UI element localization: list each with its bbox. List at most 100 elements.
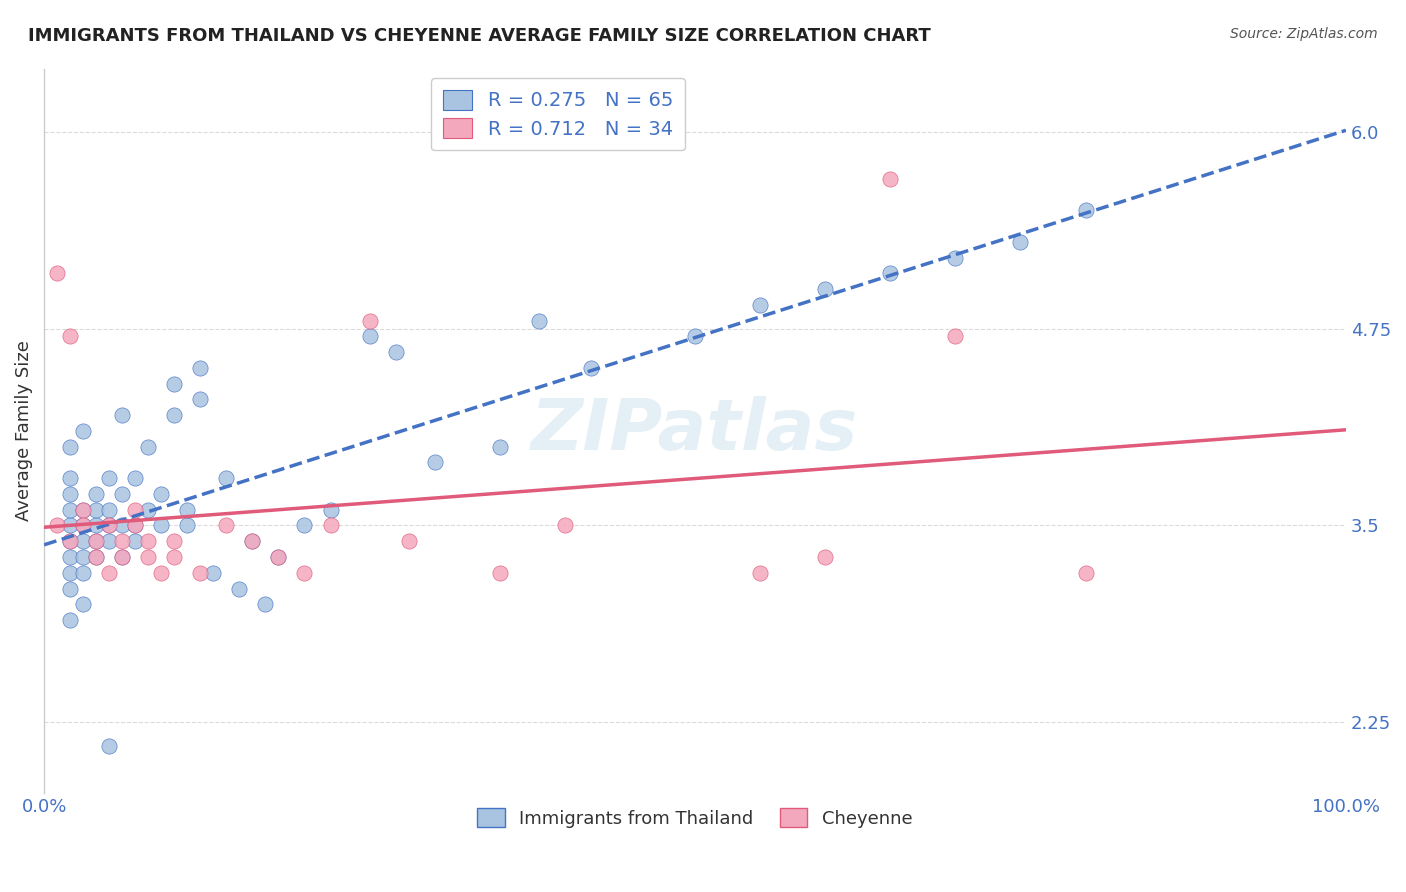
Point [84, 487, 107, 501]
Point [59, 502, 82, 516]
Point [163, 549, 186, 564]
Point [136, 534, 159, 549]
Point [294, 518, 316, 533]
Legend: Immigrants from Thailand, Cheyenne: Immigrants from Thailand, Cheyenne [470, 801, 920, 835]
Point [59, 487, 82, 501]
Point [242, 534, 264, 549]
Point [136, 502, 159, 516]
Point [423, 455, 446, 469]
Point [176, 502, 198, 516]
Point [72, 518, 94, 533]
Point [59, 582, 82, 596]
Point [124, 471, 146, 485]
Point [150, 487, 173, 501]
Point [814, 282, 837, 296]
Point [319, 502, 342, 516]
Point [111, 408, 134, 422]
Point [150, 566, 173, 580]
Point [359, 313, 381, 327]
Point [943, 329, 966, 343]
Point [683, 329, 706, 343]
Point [879, 266, 901, 280]
Point [228, 582, 250, 596]
Point [124, 518, 146, 533]
Point [72, 549, 94, 564]
Point [111, 534, 134, 549]
Point [72, 597, 94, 611]
Point [254, 597, 277, 611]
Point [136, 549, 159, 564]
Point [267, 549, 290, 564]
Point [398, 534, 420, 549]
Y-axis label: Average Family Size: Average Family Size [15, 341, 32, 521]
Point [188, 566, 211, 580]
Point [111, 549, 134, 564]
Point [59, 534, 82, 549]
Point [1074, 203, 1097, 218]
Point [879, 171, 901, 186]
Point [579, 360, 602, 375]
Point [59, 549, 82, 564]
Point [554, 518, 576, 533]
Point [98, 471, 121, 485]
Point [150, 518, 173, 533]
Point [176, 518, 198, 533]
Point [163, 534, 186, 549]
Point [202, 566, 225, 580]
Point [98, 502, 121, 516]
Point [136, 440, 159, 454]
Point [163, 376, 186, 391]
Point [527, 313, 550, 327]
Point [111, 518, 134, 533]
Point [46, 518, 69, 533]
Point [59, 329, 82, 343]
Point [359, 329, 381, 343]
Point [111, 487, 134, 501]
Point [267, 549, 290, 564]
Point [749, 298, 772, 312]
Point [59, 566, 82, 580]
Point [124, 518, 146, 533]
Point [98, 534, 121, 549]
Point [59, 518, 82, 533]
Point [59, 534, 82, 549]
Point [84, 549, 107, 564]
Point [188, 392, 211, 407]
Point [749, 566, 772, 580]
Point [84, 549, 107, 564]
Point [163, 408, 186, 422]
Point [98, 566, 121, 580]
Point [84, 502, 107, 516]
Point [111, 549, 134, 564]
Point [124, 502, 146, 516]
Text: IMMIGRANTS FROM THAILAND VS CHEYENNE AVERAGE FAMILY SIZE CORRELATION CHART: IMMIGRANTS FROM THAILAND VS CHEYENNE AVE… [28, 27, 931, 45]
Point [72, 502, 94, 516]
Point [814, 549, 837, 564]
Point [84, 534, 107, 549]
Point [1010, 235, 1032, 249]
Point [98, 518, 121, 533]
Point [124, 534, 146, 549]
Point [215, 518, 238, 533]
Point [242, 534, 264, 549]
Point [319, 518, 342, 533]
Point [1074, 566, 1097, 580]
Point [59, 440, 82, 454]
Point [98, 739, 121, 753]
Point [72, 566, 94, 580]
Point [943, 251, 966, 265]
Point [72, 534, 94, 549]
Point [72, 502, 94, 516]
Point [98, 518, 121, 533]
Point [84, 518, 107, 533]
Point [215, 471, 238, 485]
Point [488, 440, 510, 454]
Text: ZIPatlas: ZIPatlas [531, 396, 859, 466]
Point [46, 266, 69, 280]
Point [59, 471, 82, 485]
Point [59, 613, 82, 627]
Point [294, 566, 316, 580]
Point [188, 360, 211, 375]
Point [488, 566, 510, 580]
Text: Source: ZipAtlas.com: Source: ZipAtlas.com [1230, 27, 1378, 41]
